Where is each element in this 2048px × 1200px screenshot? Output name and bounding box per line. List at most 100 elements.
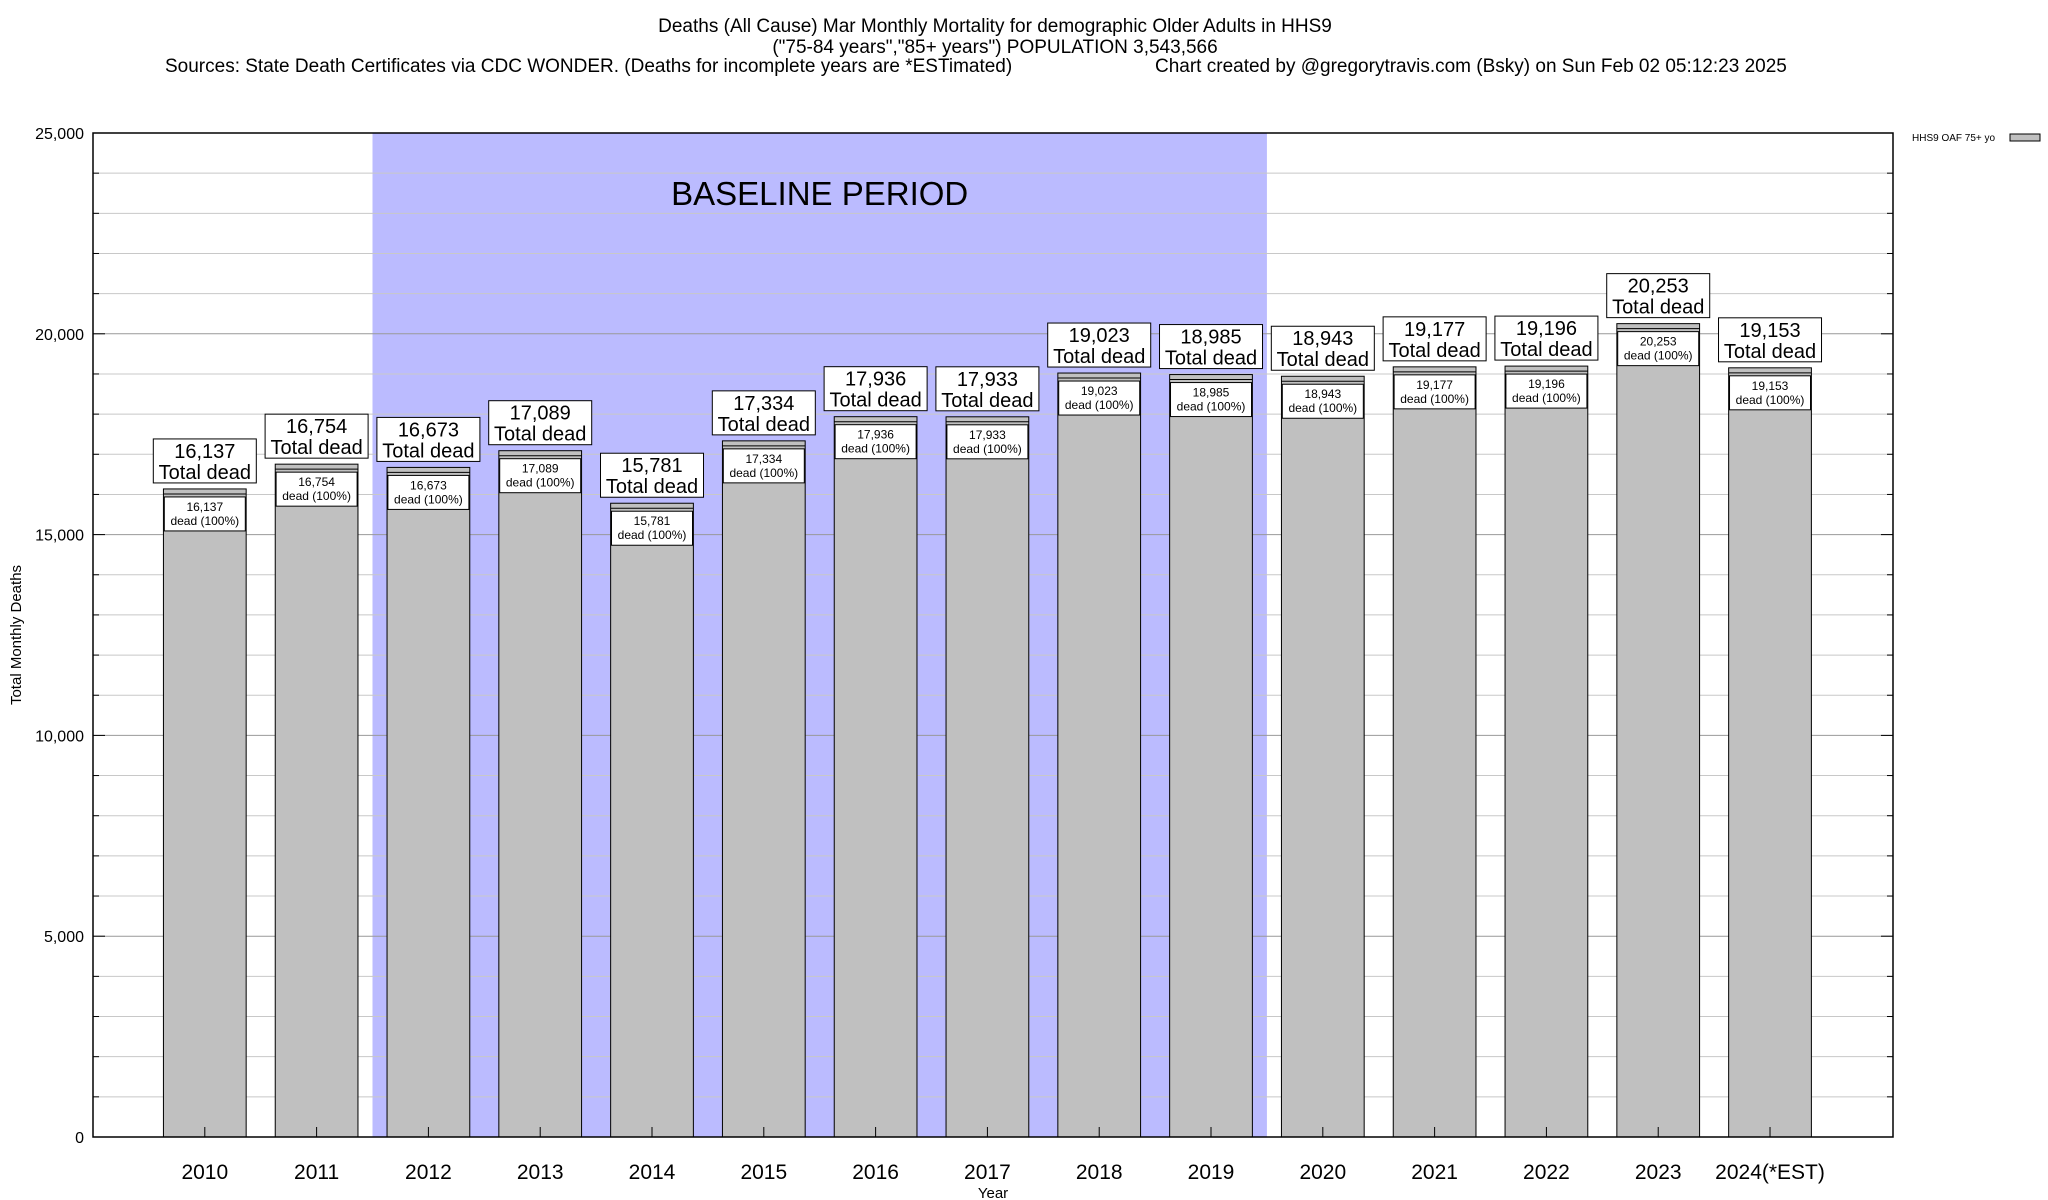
y-tick-label: 0 bbox=[75, 1130, 84, 1147]
inner-value-label: 16,754 bbox=[298, 475, 335, 489]
x-tick-label: 2014 bbox=[629, 1161, 676, 1184]
x-tick-label: 2017 bbox=[964, 1161, 1011, 1184]
chart-credit: Chart created by @gregorytravis.com (Bsk… bbox=[1155, 56, 1787, 77]
x-tick-label: 2023 bbox=[1635, 1161, 1682, 1184]
outer-label-box bbox=[823, 366, 928, 412]
inner-percent-label: dead (100%) bbox=[953, 442, 1022, 456]
outer-total-label: Total dead bbox=[1724, 341, 1816, 363]
outer-value-label: 18,985 bbox=[1180, 327, 1241, 349]
outer-label-box bbox=[1382, 316, 1487, 362]
outer-value-label: 19,177 bbox=[1404, 319, 1465, 341]
outer-value-label: 20,253 bbox=[1628, 276, 1689, 298]
outer-label-box bbox=[935, 366, 1040, 412]
inner-percent-label: dead (100%) bbox=[1065, 398, 1134, 412]
bar bbox=[610, 502, 694, 1138]
outer-value-label: 16,673 bbox=[398, 419, 459, 441]
outer-total-label: Total dead bbox=[941, 390, 1033, 412]
inner-value-label: 18,985 bbox=[1193, 386, 1230, 400]
bar bbox=[721, 440, 806, 1138]
inner-value-label: 18,943 bbox=[1304, 387, 1341, 401]
bar bbox=[1392, 366, 1477, 1138]
y-tick-label: 10,000 bbox=[35, 728, 84, 745]
inner-label-box bbox=[163, 496, 246, 532]
legend: HHS9 OAF 75+ yo bbox=[1912, 133, 2041, 144]
baseline-period-label: BASELINE PERIOD bbox=[671, 175, 968, 212]
x-tick-label: 2015 bbox=[740, 1161, 787, 1184]
outer-value-label: 19,153 bbox=[1739, 320, 1800, 342]
x-tick-label: 2020 bbox=[1299, 1161, 1346, 1184]
inner-label-box bbox=[1729, 375, 1812, 411]
inner-value-label: 20,253 bbox=[1640, 335, 1677, 349]
inner-percent-label: dead (100%) bbox=[618, 528, 687, 542]
inner-percent-label: dead (100%) bbox=[282, 489, 351, 503]
outer-total-label: Total dead bbox=[1388, 340, 1480, 362]
bar bbox=[498, 450, 583, 1138]
outer-value-label: 17,334 bbox=[733, 393, 794, 415]
inner-percent-label: dead (100%) bbox=[1400, 392, 1469, 406]
inner-value-label: 17,933 bbox=[969, 428, 1006, 442]
x-tick-label: 2024(*EST) bbox=[1715, 1161, 1825, 1184]
outer-total-label: Total dead bbox=[270, 437, 362, 459]
outer-value-label: 17,089 bbox=[510, 403, 571, 425]
x-tick-label: 2019 bbox=[1188, 1161, 1235, 1184]
inner-label-box bbox=[1505, 373, 1588, 409]
inner-label-box bbox=[1170, 382, 1253, 418]
inner-label-box bbox=[1393, 374, 1476, 410]
chart-title-line-1: Deaths (All Cause) Mar Monthly Mortality… bbox=[658, 16, 1332, 37]
inner-value-label: 17,334 bbox=[745, 452, 782, 466]
inner-percent-label: dead (100%) bbox=[841, 442, 910, 456]
inner-label-box bbox=[946, 424, 1029, 460]
bar bbox=[1728, 367, 1812, 1138]
inner-value-label: 19,153 bbox=[1752, 379, 1789, 393]
outer-total-label: Total dead bbox=[1053, 346, 1145, 368]
y-axis-label: Total Monthly Deaths bbox=[8, 565, 25, 705]
bar bbox=[274, 463, 359, 1138]
inner-label-box bbox=[1617, 331, 1700, 367]
outer-total-label: Total dead bbox=[1500, 339, 1592, 361]
inner-value-label: 19,177 bbox=[1416, 378, 1453, 392]
x-tick-label: 2013 bbox=[517, 1161, 564, 1184]
outer-label-box bbox=[1606, 273, 1711, 319]
outer-total-label: Total dead bbox=[382, 440, 474, 462]
outer-value-label: 18,943 bbox=[1292, 328, 1353, 350]
outer-total-label: Total dead bbox=[159, 462, 251, 484]
outer-total-label: Total dead bbox=[829, 390, 921, 412]
inner-percent-label: dead (100%) bbox=[394, 492, 463, 506]
bar bbox=[1057, 372, 1142, 1138]
inner-value-label: 16,673 bbox=[410, 478, 447, 492]
bar bbox=[1169, 374, 1253, 1138]
inner-percent-label: dead (100%) bbox=[170, 514, 239, 528]
chart-title-line-2: ("75-84 years","85+ years") POPULATION 3… bbox=[772, 37, 1217, 58]
outer-label-box bbox=[1270, 325, 1375, 371]
outer-value-label: 17,933 bbox=[957, 369, 1018, 391]
outer-total-label: Total dead bbox=[606, 476, 698, 498]
inner-label-box bbox=[275, 471, 358, 507]
axis-layer: 0 5,000 10,000 15,000 20,000 25,000 2010 2011 20… bbox=[35, 126, 1893, 1184]
legend-swatch bbox=[2009, 133, 2041, 142]
outer-total-label: Total dead bbox=[1165, 348, 1257, 370]
x-tick-label: 2018 bbox=[1076, 1161, 1123, 1184]
outer-label-box bbox=[264, 413, 369, 459]
outer-label-box bbox=[488, 400, 593, 446]
x-tick-label: 2021 bbox=[1411, 1161, 1458, 1184]
bar bbox=[162, 488, 247, 1138]
bar bbox=[945, 416, 1030, 1138]
inner-percent-label: dead (100%) bbox=[1624, 349, 1693, 363]
outer-total-label: Total dead bbox=[1612, 297, 1704, 319]
inner-label-box bbox=[387, 474, 470, 510]
y-tick-label: 20,000 bbox=[35, 327, 84, 344]
inner-percent-label: dead (100%) bbox=[1736, 393, 1805, 407]
outer-total-label: Total dead bbox=[494, 424, 586, 446]
